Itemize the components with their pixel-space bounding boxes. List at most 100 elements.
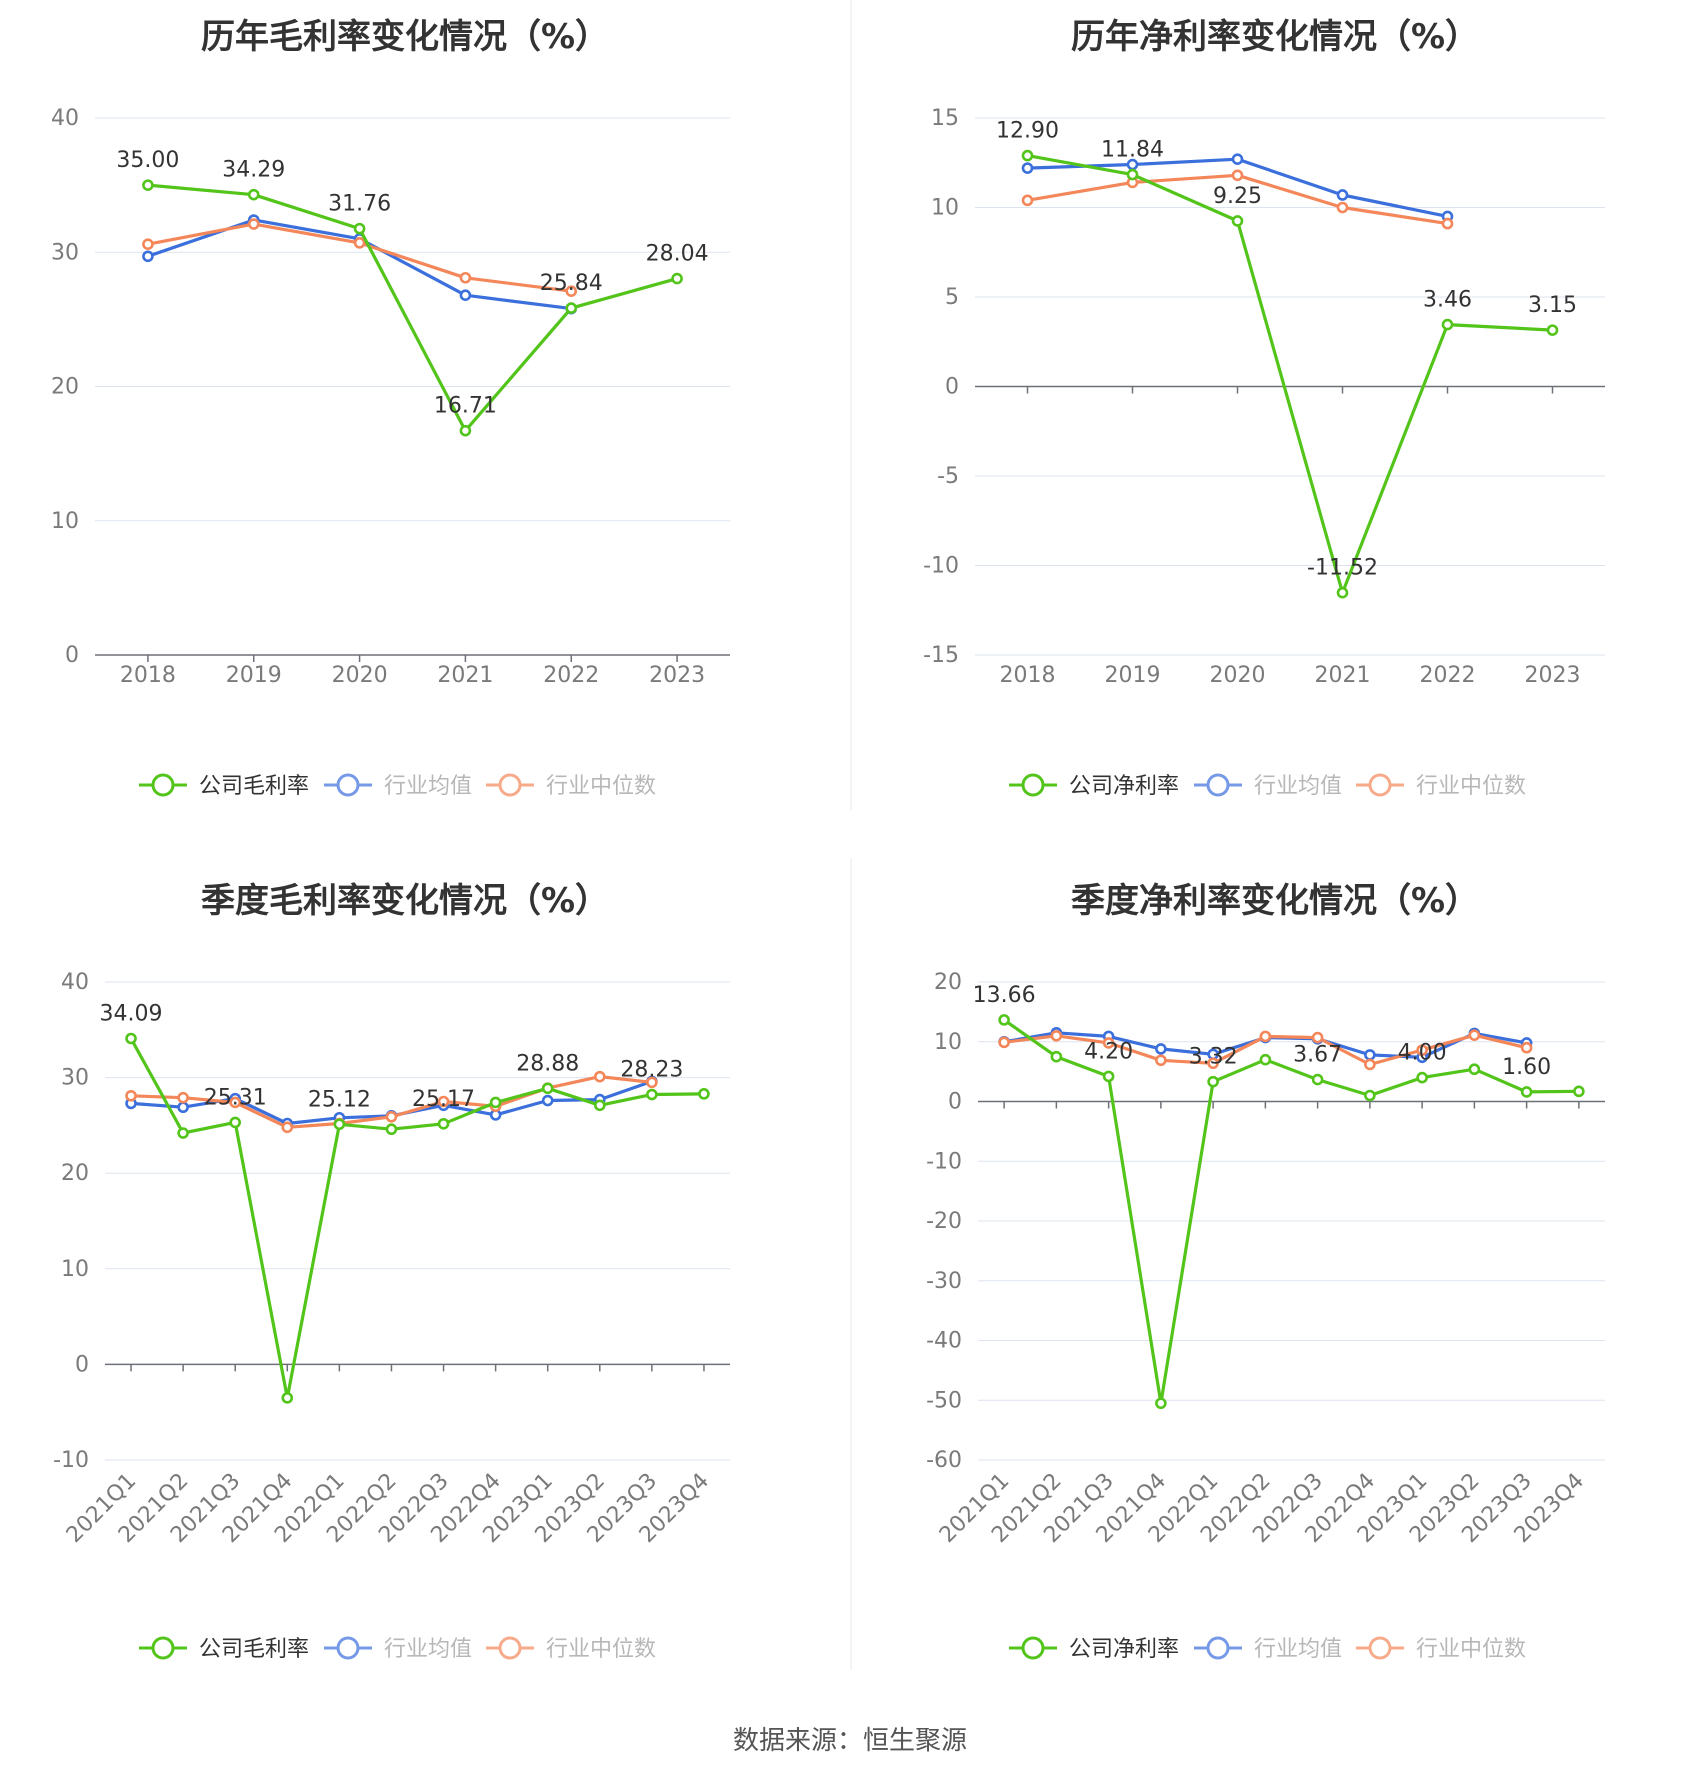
data-point-company [353,222,366,235]
legend-marker [1368,773,1392,797]
data-point-company [437,1117,450,1130]
x-tick-label: 2020 [1210,663,1266,688]
data-point-company [385,1123,398,1136]
data-point-company [1259,1053,1272,1066]
legend-item-average: 行业均值 [1194,773,1342,799]
legend-item-median: 行业中位数 [486,773,656,799]
legend-item-company: 公司净利率 [1009,1636,1179,1662]
legend-label: 公司净利率 [1069,1637,1179,1662]
data-point-company [1231,215,1244,227]
legend-label: 行业均值 [1254,774,1342,799]
legend-label: 公司净利率 [1069,774,1179,799]
data-label: 12.90 [996,119,1059,144]
data-point-median [1364,1058,1376,1071]
data-point-median [1416,1044,1428,1056]
legend-marker [336,773,360,797]
data-label: 13.66 [973,983,1036,1008]
data-point-company [1207,1075,1219,1088]
y-tick-label: 10 [61,1257,89,1282]
data-point-company [247,188,260,201]
y-tick-label: -20 [926,1209,962,1234]
data-point-median [565,285,578,297]
data-point-median [593,1070,606,1083]
data-label: 34.29 [222,158,285,183]
data-label: 28.04 [646,242,709,267]
legend-label: 公司毛利率 [199,774,309,799]
y-tick-label: -40 [926,1329,962,1354]
data-point-company [1311,1073,1324,1086]
y-tick-label: -50 [926,1388,962,1413]
y-tick-label: 5 [945,285,959,310]
legend-marker [1368,1636,1392,1660]
data-label: 3.32 [1189,1045,1238,1070]
y-tick-label: 10 [934,1030,962,1055]
data-point-company [565,302,578,314]
y-tick-label: 0 [945,375,959,400]
y-tick-label: 0 [75,1352,89,1377]
data-label: 31.76 [328,192,391,217]
data-point-company [1468,1063,1481,1076]
legend-item-company: 公司毛利率 [139,1636,309,1662]
data-point-median [437,1095,450,1108]
data-point-median [1231,169,1244,182]
legend-marker [1206,773,1230,797]
data-point-median [229,1096,242,1109]
x-tick-label: 2019 [1105,663,1161,688]
data-point-average [142,250,154,263]
data-point-company [229,1116,242,1129]
data-label: 4.20 [1084,1039,1133,1064]
legend-marker [1021,773,1045,797]
data-point-company [1336,586,1349,599]
y-tick-label: 0 [948,1090,962,1115]
data-point-average [177,1101,189,1114]
series-line-company [1027,154,1553,595]
data-label: 25.12 [308,1087,371,1112]
x-tick-label: 2021 [437,663,493,688]
data-label: 25.84 [540,271,603,296]
legend-label: 行业中位数 [1416,774,1526,799]
data-point-company [489,1096,502,1109]
legend-item-median: 行业中位数 [1356,1636,1526,1662]
y-tick-label: 30 [61,1066,89,1091]
data-point-average [1021,162,1034,174]
data-point-company [1050,1050,1063,1063]
chart-4: 季度净利率变化情况（%）-60-50-40-30-20-10010202021Q… [926,881,1605,1662]
data-point-average [1155,1043,1167,1055]
y-tick-label: 10 [931,196,959,221]
data-point-company [1573,1085,1585,1098]
data-point-median [1102,1037,1115,1049]
data-point-company [998,1014,1010,1026]
data-source: 数据来源：恒生聚源 [732,1726,967,1756]
x-tick-label: 2022 [543,663,599,688]
y-tick-label: -10 [926,1149,962,1174]
data-point-average [459,289,472,302]
data-label: 9.25 [1213,184,1262,209]
x-tick-label: 2023 [1525,663,1581,688]
data-label: 1.60 [1502,1055,1551,1080]
chart-title: 季度净利率变化情况（%） [1071,881,1479,921]
data-point-company [459,424,472,437]
data-point-median [385,1110,398,1123]
legend-marker [1206,1636,1230,1660]
y-tick-label: -60 [926,1448,962,1473]
y-tick-label: 20 [51,375,79,400]
data-point-median [281,1121,294,1134]
data-point-median [998,1036,1010,1049]
data-point-company [333,1118,346,1131]
y-tick-label: -5 [937,464,959,489]
legend-marker [336,1636,360,1660]
y-tick-label: 15 [931,106,959,131]
data-label: 25.31 [204,1085,267,1110]
x-tick-label: 2019 [226,663,282,688]
chart-2: 历年净利率变化情况（%） -15 -10 -5 0 5 10 15 2018 2019 2020 20… [923,17,1605,799]
legend-marker [498,773,522,797]
data-label: 28.88 [516,1051,579,1076]
data-point-median [247,218,260,230]
y-tick-label: 10 [51,509,79,534]
legend-item-company: 公司净利率 [1009,773,1179,799]
x-tick-label: 2023 [649,663,705,688]
data-point-median [353,237,366,249]
data-point-company [281,1392,294,1404]
data-point-company [1364,1089,1376,1102]
